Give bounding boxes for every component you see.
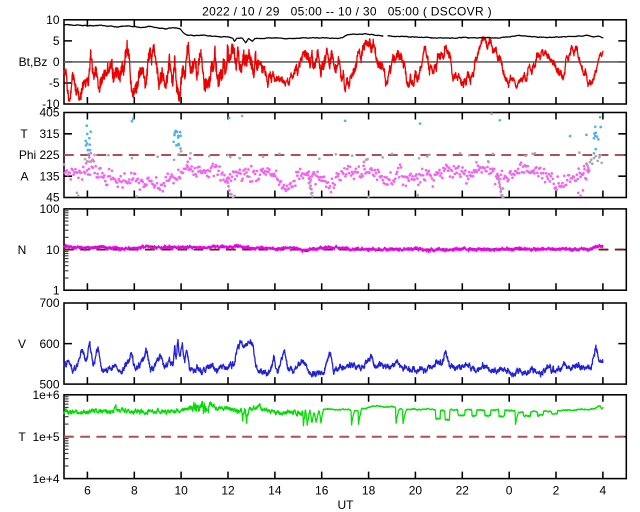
svg-text:4: 4 xyxy=(600,483,607,497)
svg-text:225: 225 xyxy=(39,148,59,162)
svg-text:500: 500 xyxy=(39,377,59,391)
svg-text:T: T xyxy=(18,430,26,444)
svg-text:UT: UT xyxy=(338,498,355,512)
svg-text:Phi: Phi xyxy=(19,148,36,162)
svg-text:1e+4: 1e+4 xyxy=(32,472,59,486)
svg-text:12: 12 xyxy=(221,483,235,497)
svg-text:N: N xyxy=(18,243,27,257)
svg-text:700: 700 xyxy=(39,296,59,310)
svg-text:45: 45 xyxy=(46,191,60,205)
svg-text:T: T xyxy=(20,127,28,141)
svg-text:10: 10 xyxy=(174,483,188,497)
svg-text:135: 135 xyxy=(39,169,59,183)
svg-text:22: 22 xyxy=(456,483,470,497)
svg-text:16: 16 xyxy=(315,483,329,497)
svg-text:10: 10 xyxy=(46,243,60,257)
svg-text:-10: -10 xyxy=(42,97,60,111)
svg-text:A: A xyxy=(20,169,28,183)
svg-text:2022 / 10 / 29 05:00 -- 10 /: 2022 / 10 / 29 05:00 -- 10 / 30 05:00 ( … xyxy=(202,5,492,19)
svg-text:10: 10 xyxy=(46,13,60,27)
svg-text:Bt,Bz: Bt,Bz xyxy=(19,55,48,69)
svg-text:14: 14 xyxy=(268,483,282,497)
svg-text:100: 100 xyxy=(39,202,59,216)
svg-text:20: 20 xyxy=(409,483,423,497)
svg-text:1: 1 xyxy=(53,283,60,297)
svg-text:315: 315 xyxy=(39,127,59,141)
svg-text:18: 18 xyxy=(362,483,376,497)
svg-text:8: 8 xyxy=(131,483,138,497)
svg-text:600: 600 xyxy=(39,337,59,351)
svg-text:5: 5 xyxy=(53,34,60,48)
svg-text:0: 0 xyxy=(506,483,513,497)
svg-text:1e+5: 1e+5 xyxy=(32,430,59,444)
svg-text:V: V xyxy=(18,337,26,351)
svg-text:-5: -5 xyxy=(49,76,60,90)
svg-text:1e+6: 1e+6 xyxy=(32,388,59,402)
svg-text:405: 405 xyxy=(39,106,59,120)
svg-text:0: 0 xyxy=(53,55,60,69)
svg-text:6: 6 xyxy=(84,483,91,497)
svg-text:2: 2 xyxy=(553,483,560,497)
